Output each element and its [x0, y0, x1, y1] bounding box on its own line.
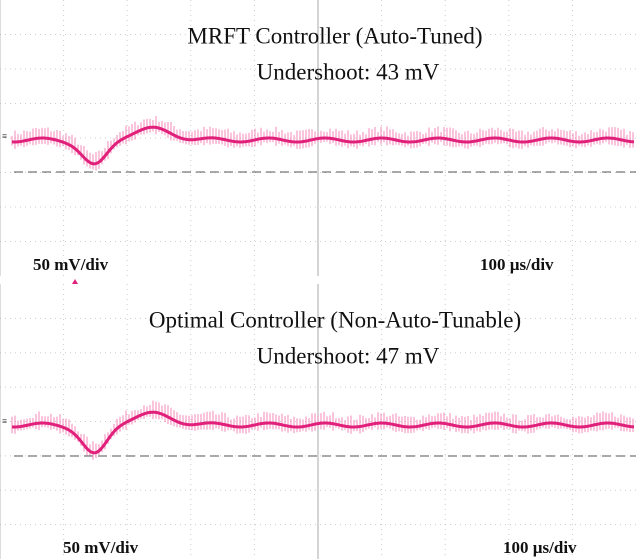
scope-panel: ≡ MRFT Controller (Auto-Tuned) Undershoot:… — [0, 0, 636, 276]
vertical-scale: 50 mV/div — [33, 255, 109, 274]
ground-marker: ≡ — [2, 416, 7, 426]
figure: ≡ MRFT Controller (Auto-Tuned) Undershoot:… — [0, 0, 636, 559]
panel-title: MRFT Controller (Auto-Tuned) — [187, 23, 482, 48]
waveform-ripple — [12, 401, 633, 460]
panel-title: Optimal Controller (Non-Auto-Tunable) — [149, 307, 521, 332]
panel-subtitle: Undershoot: 43 mV — [257, 59, 440, 84]
panel-subtitle: Undershoot: 47 mV — [257, 343, 440, 368]
waveform-ripple — [12, 116, 633, 171]
vertical-scale: 50 mV/div — [63, 538, 139, 557]
trigger-marker — [72, 279, 78, 284]
horizontal-scale: 100 µs/div — [503, 538, 577, 557]
scope-panel: ≡ Optimal Controller (Non-Auto-Tunable) Un… — [0, 284, 636, 559]
ground-marker: ≡ — [2, 131, 7, 141]
horizontal-scale: 100 µs/div — [480, 255, 554, 274]
